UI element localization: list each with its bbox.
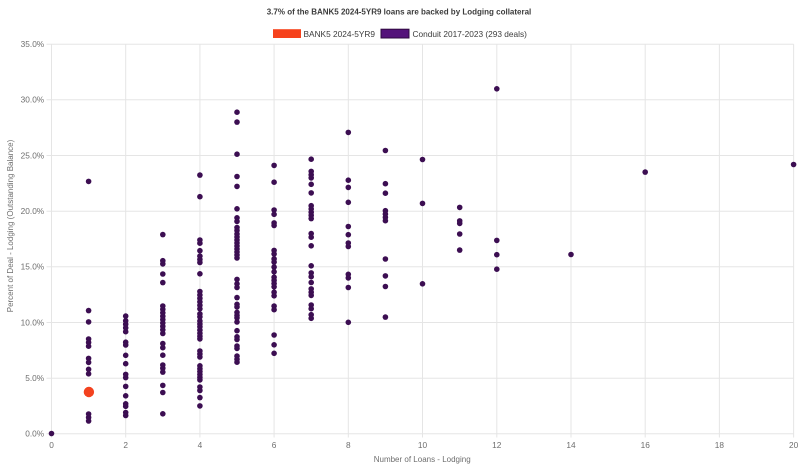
svg-text:14: 14 (566, 440, 576, 450)
svg-text:25.0%: 25.0% (21, 150, 45, 160)
svg-text:8: 8 (346, 440, 351, 450)
svg-text:10.0%: 10.0% (21, 317, 45, 327)
svg-text:10: 10 (418, 440, 428, 450)
svg-text:30.0%: 30.0% (21, 95, 45, 105)
svg-text:20: 20 (789, 440, 799, 450)
svg-text:18: 18 (715, 440, 725, 450)
svg-text:0: 0 (49, 440, 54, 450)
svg-text:Conduit 2017-2023 (293 deals): Conduit 2017-2023 (293 deals) (413, 29, 528, 39)
svg-text:Percent of Deal - Lodging (Out: Percent of Deal - Lodging (Outstanding B… (6, 139, 15, 312)
svg-text:20.0%: 20.0% (21, 206, 45, 216)
svg-text:5.0%: 5.0% (25, 373, 45, 383)
svg-text:35.0%: 35.0% (21, 39, 45, 49)
svg-text:16: 16 (641, 440, 651, 450)
svg-text:3.7% of the BANK5 2024-5YR9 lo: 3.7% of the BANK5 2024-5YR9 loans are ba… (267, 8, 532, 17)
svg-text:0.0%: 0.0% (25, 429, 45, 439)
svg-text:BANK5 2024-5YR9: BANK5 2024-5YR9 (304, 29, 376, 39)
svg-text:12: 12 (492, 440, 502, 450)
svg-text:15.0%: 15.0% (21, 262, 45, 272)
svg-text:Number of Loans - Lodging: Number of Loans - Lodging (374, 455, 471, 464)
svg-text:4: 4 (198, 440, 203, 450)
svg-text:2: 2 (123, 440, 128, 450)
svg-text:6: 6 (272, 440, 277, 450)
